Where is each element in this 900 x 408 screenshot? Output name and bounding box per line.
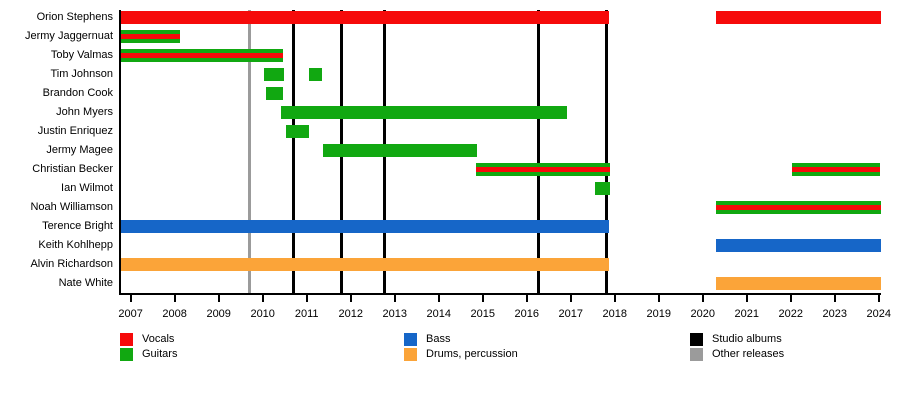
member-label: Toby Valmas	[50, 48, 113, 61]
member-bar	[121, 258, 610, 272]
x-axis-tick	[789, 294, 792, 302]
x-axis-tick	[833, 294, 836, 302]
member-bar	[475, 163, 611, 177]
studio-album-line	[537, 10, 541, 293]
x-axis-tick	[525, 294, 528, 302]
drums-legend-swatch	[404, 348, 417, 361]
member-bar	[715, 239, 881, 253]
x-axis-year-label: 2014	[426, 308, 451, 320]
member-bar	[715, 277, 881, 291]
guitars-legend-swatch	[120, 348, 133, 361]
x-axis-year-label: 2016	[514, 308, 539, 320]
x-axis-tick	[481, 294, 484, 302]
legend-label: Bass	[426, 333, 451, 345]
member-bar	[264, 67, 285, 81]
x-axis-tick	[437, 294, 440, 302]
member-bar	[322, 143, 478, 157]
member-label: Nate White	[58, 277, 113, 290]
x-axis-year-label: 2019	[646, 308, 672, 320]
member-bar	[792, 163, 881, 177]
x-axis-year-label: 2020	[690, 308, 716, 320]
x-axis-tick	[657, 294, 660, 302]
x-axis-tick	[745, 294, 748, 302]
studio-album-line	[291, 10, 295, 293]
legend-label: Studio albums	[712, 333, 782, 345]
x-axis-tick	[305, 294, 308, 302]
x-axis-tick	[129, 294, 132, 302]
x-axis-tick	[349, 294, 352, 302]
member-label: Alvin Richardson	[30, 258, 113, 271]
x-axis-year-label: 2023	[822, 308, 848, 320]
x-axis-tick	[217, 294, 220, 302]
member-bar	[715, 10, 881, 24]
x-axis-tick	[173, 294, 176, 302]
member-bar	[594, 182, 611, 196]
member-label: Jermy Jaggernuat	[24, 29, 113, 42]
studio-album-line	[604, 10, 608, 293]
vocals-legend-swatch	[120, 333, 133, 346]
member-label: Tim Johnson	[50, 67, 113, 80]
member-bar	[715, 201, 881, 215]
member-label: Terence Bright	[42, 220, 113, 233]
x-axis-year-label: 2018	[602, 308, 627, 320]
member-bar	[286, 124, 310, 138]
member-bar	[121, 29, 180, 43]
member-label: Justin Enriquez	[37, 124, 113, 137]
x-axis-year-label: 2021	[734, 308, 760, 320]
member-label: Noah Williamson	[30, 201, 113, 214]
x-axis-year-label: 2013	[382, 308, 407, 320]
member-bar	[121, 220, 610, 234]
member-bar	[121, 48, 283, 62]
member-bar	[121, 10, 609, 24]
x-axis-tick	[569, 294, 572, 302]
member-bar	[266, 86, 283, 100]
x-axis-year-label: 2008	[162, 308, 187, 320]
plot-area: 2007 2008 2009 2010 2011 2012 2013 2014 2015 2016…	[118, 10, 891, 320]
legend-label: Drums, percussion	[426, 348, 518, 360]
member-label: Orion Stephens	[36, 10, 113, 23]
x-axis-year-label: 2010	[250, 308, 275, 320]
x-axis-year-label: 2009	[206, 308, 231, 320]
x-axis-year-label: 2024	[866, 308, 892, 320]
bass-legend-swatch	[404, 333, 417, 346]
x-axis-year-label: 2015	[470, 308, 495, 320]
legend-label: Guitars	[142, 348, 178, 360]
member-label: Jermy Magee	[46, 143, 113, 156]
other_releases-legend-swatch	[690, 348, 703, 361]
legend-label: Vocals	[142, 333, 175, 345]
member-bar	[309, 67, 323, 81]
x-axis-tick	[877, 294, 880, 302]
x-axis-tick	[613, 294, 616, 302]
x-axis-tick	[393, 294, 396, 302]
member-label: Keith Kohlhepp	[38, 239, 113, 252]
x-axis-year-label: 2012	[338, 308, 363, 320]
studio_albums-legend-swatch	[690, 333, 703, 346]
x-axis-year-label: 2007	[118, 308, 143, 320]
x-axis-year-label: 2022	[778, 308, 804, 320]
legend-label: Other releases	[712, 348, 785, 360]
x-axis-year-label: 2011	[294, 308, 319, 320]
member-label: Brandon Cook	[42, 86, 113, 99]
member-label: Christian Becker	[32, 163, 113, 176]
x-axis-tick	[261, 294, 264, 302]
x-axis-year-label: 2017	[558, 308, 583, 320]
x-axis-tick	[701, 294, 704, 302]
other-release-line	[248, 10, 252, 293]
member-bar	[281, 105, 568, 119]
member-label: John Myers	[56, 105, 113, 118]
member-label: Ian Wilmot	[61, 182, 113, 195]
